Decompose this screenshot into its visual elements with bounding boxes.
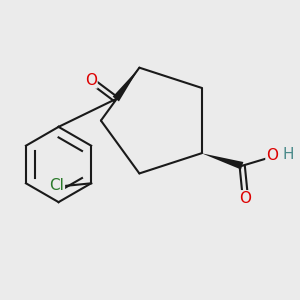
Text: O: O [239, 191, 251, 206]
Text: H: H [283, 147, 294, 162]
Text: O: O [266, 148, 278, 163]
Text: O: O [85, 73, 97, 88]
Text: Cl: Cl [50, 178, 64, 194]
Polygon shape [202, 153, 243, 170]
Polygon shape [113, 68, 140, 101]
